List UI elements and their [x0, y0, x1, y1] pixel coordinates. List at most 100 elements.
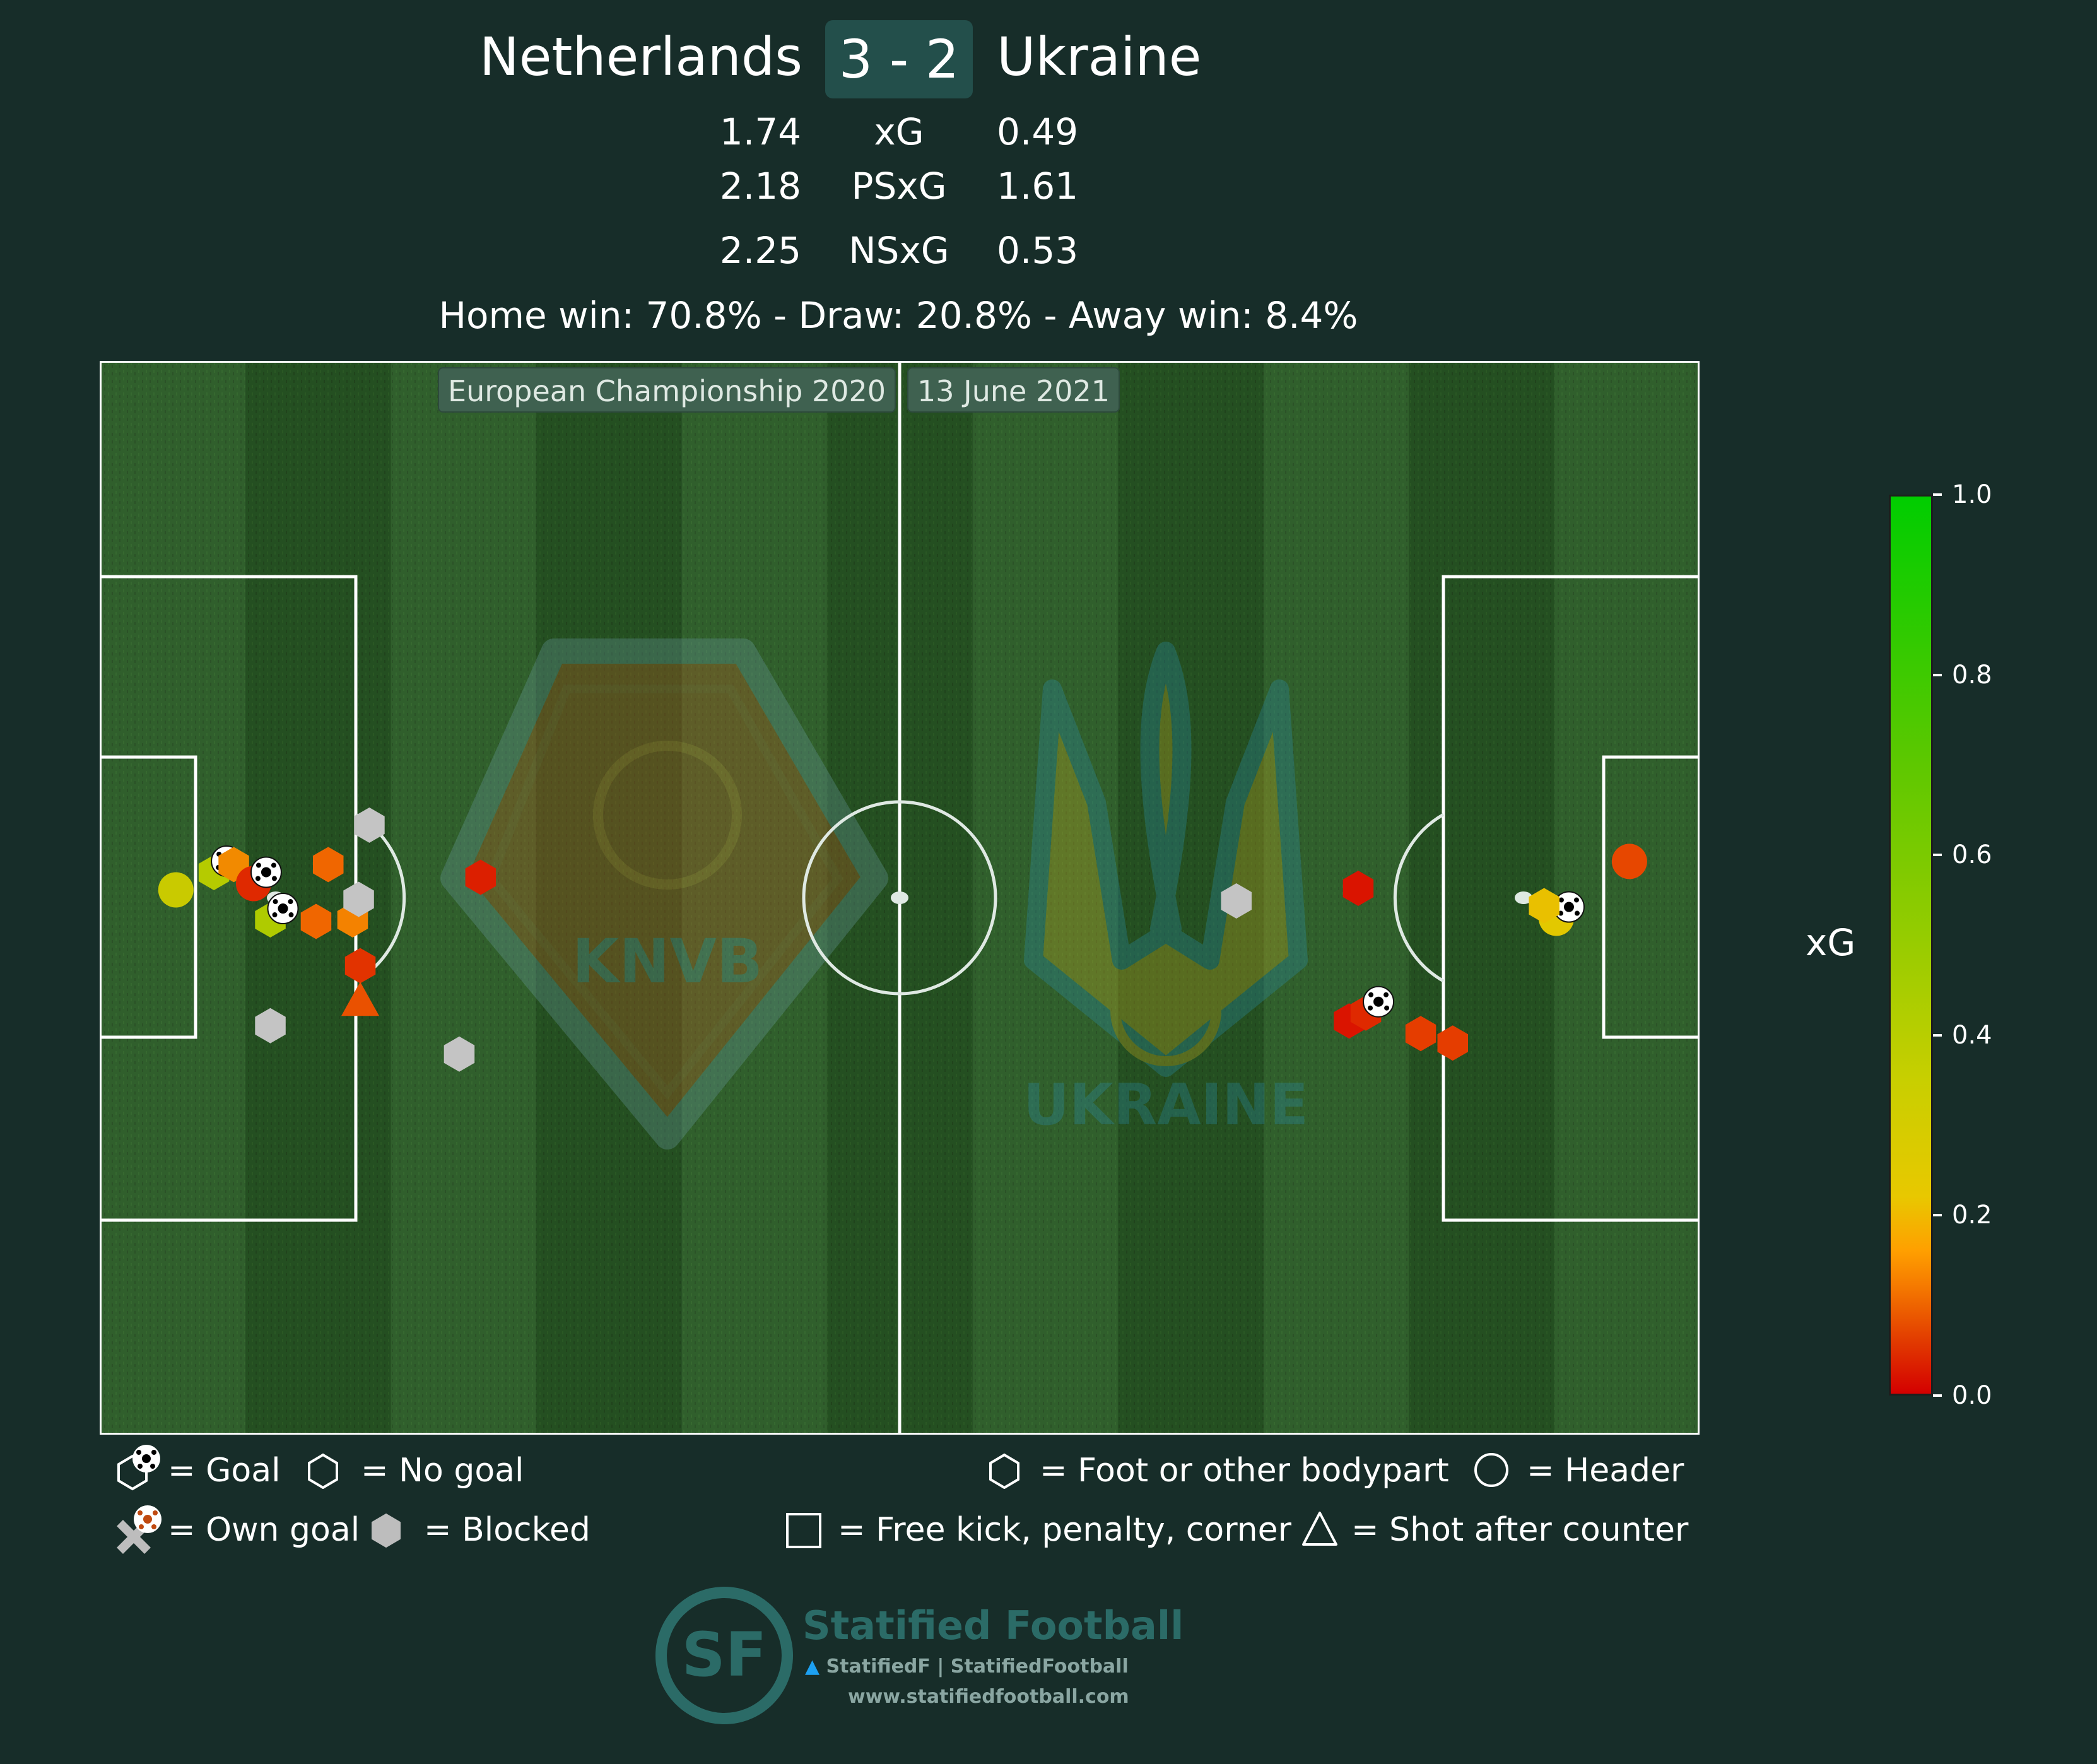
goal-ball-patch [273, 899, 278, 905]
colorbar-tick-label: 0.0 [1952, 1381, 1992, 1410]
centre-circle [802, 800, 997, 996]
colorbar-tick-mark [1933, 673, 1942, 676]
away-xg: 0.49 [997, 110, 1079, 153]
brand-handles-text: StatifiedF | StatifiedFootball [826, 1655, 1129, 1678]
knvb-crest-text: KNVB [572, 926, 763, 997]
shot-marker [354, 807, 385, 843]
shot-shape [1342, 871, 1374, 906]
shots-layer [158, 807, 1647, 1072]
shot-marker [158, 872, 194, 908]
twitter-icon: ▲ [805, 1655, 820, 1678]
legend-header-label: = Header [1527, 1452, 1684, 1490]
right-penalty-arc [1393, 813, 1445, 983]
shot-marker [1221, 883, 1252, 919]
win-probabilities: Home win: 70.8% - Draw: 20.8% - Away win… [438, 294, 1358, 337]
goal-ball-patch [261, 867, 271, 878]
blocked-shot-marker [443, 1036, 475, 1072]
shot-marker [235, 856, 282, 902]
shot-shape [341, 982, 380, 1016]
ukraine-crest-watermark: UKRAINE [1023, 642, 1308, 1138]
shot-marker [255, 893, 299, 938]
right-six-yard-box [1602, 755, 1700, 1039]
goal-ball-patch [255, 876, 261, 881]
shot-marker [343, 881, 374, 917]
competition-tag: European Championship 2020 [438, 367, 896, 413]
away-psxg: 1.61 [997, 165, 1079, 208]
home-team-name: Netherlands [479, 26, 802, 88]
home-nsxg: 2.25 [719, 229, 801, 272]
colorbar-tick-label: 0.6 [1952, 840, 1992, 870]
statified-logo-text: SF [682, 1620, 767, 1690]
legend-goal-label: = Goal [168, 1452, 281, 1490]
goal-ball-patch [1574, 910, 1580, 916]
shot-shape [1611, 844, 1647, 879]
colorbar-tick-label: 1.0 [1952, 480, 1992, 509]
goal-ball-patch [272, 912, 278, 918]
shot-marker [465, 859, 496, 895]
set-piece-legend-icon [786, 1513, 821, 1548]
psxg-label: PSxG [851, 165, 947, 208]
home-xg: 1.74 [719, 110, 801, 153]
shot-marker [341, 982, 380, 1016]
shot-marker [313, 847, 344, 883]
shot-shape [344, 948, 376, 984]
home-psxg: 2.18 [719, 165, 801, 208]
shot-shape [300, 903, 332, 939]
colorbar-tick-mark [1933, 1033, 1942, 1037]
goal-ball-patch [1373, 996, 1384, 1007]
left-six-yard-box [100, 755, 197, 1039]
shot-shape [313, 847, 344, 883]
pitch-stripe [536, 361, 683, 1435]
colorbar-tick-mark [1933, 493, 1942, 496]
right-penalty-spot [1515, 891, 1532, 904]
colorbar-tick-mark [1933, 1214, 1942, 1217]
goal-ball-patch [288, 899, 293, 905]
counter-legend-icon [1302, 1512, 1337, 1546]
blocked-shot-marker [255, 1008, 286, 1044]
shot-marker [1611, 844, 1647, 879]
colorbar-tick-mark [1933, 1394, 1942, 1397]
shot-marker [255, 1008, 286, 1044]
own-goal-legend-icon [117, 1505, 162, 1554]
away-team-name: Ukraine [997, 26, 1202, 88]
legend-set-piece-label: = Free kick, penalty, corner [838, 1511, 1291, 1549]
goal-ball-patch [1368, 992, 1374, 997]
legend-no-goal-label: = No goal [361, 1452, 524, 1490]
goal-ball-patch [1383, 992, 1389, 997]
colorbar-tick-mark [1933, 854, 1942, 857]
shot-shape [158, 872, 194, 908]
legend-counter-label: = Shot after counter [1351, 1511, 1689, 1549]
shot-shape [1529, 888, 1560, 924]
goal-ball-patch [1573, 897, 1579, 903]
goal-legend-icon [117, 1445, 160, 1491]
blocked-shot-marker [1221, 883, 1252, 919]
right-penalty-box [1442, 575, 1700, 1222]
legend-blocked-label: = Blocked [424, 1511, 590, 1549]
header-legend-icon [1474, 1453, 1508, 1487]
colorbar-tick-label: 0.4 [1952, 1020, 1992, 1050]
brand-url: www.statifiedfootball.com [848, 1686, 1129, 1708]
goal-ball-patch [278, 903, 288, 914]
date-tag: 13 June 2021 [907, 367, 1120, 413]
brand-handles: ▲ StatifiedF | StatifiedFootball [805, 1655, 1129, 1678]
shot-map-pitch: KNVB UKRAINE [100, 361, 1700, 1435]
goal-ball-patch [256, 862, 261, 868]
colorbar-tick-label: 0.2 [1952, 1201, 1992, 1230]
blocked-shot-marker [354, 807, 385, 843]
legend-own-goal-label: = Own goal [168, 1511, 360, 1549]
score-badge: 3 - 2 [825, 20, 973, 98]
goal-ball-patch [1384, 1005, 1390, 1011]
shot-marker [1350, 985, 1395, 1031]
goal-ball-patch [1368, 1005, 1373, 1011]
foot-legend-icon [989, 1453, 1019, 1489]
colorbar-tick-label: 0.8 [1952, 660, 1992, 690]
shot-shape [1437, 1025, 1468, 1061]
legend-foot-label: = Foot or other bodypart [1040, 1452, 1449, 1490]
away-nsxg: 0.53 [997, 229, 1079, 272]
shot-marker [1529, 888, 1560, 924]
goal-ball-patch [271, 862, 276, 868]
brand-name: Statified Football [802, 1602, 1184, 1649]
shot-marker [1342, 871, 1374, 906]
goal-ball-patch [1558, 910, 1563, 916]
shot-marker [344, 948, 376, 984]
